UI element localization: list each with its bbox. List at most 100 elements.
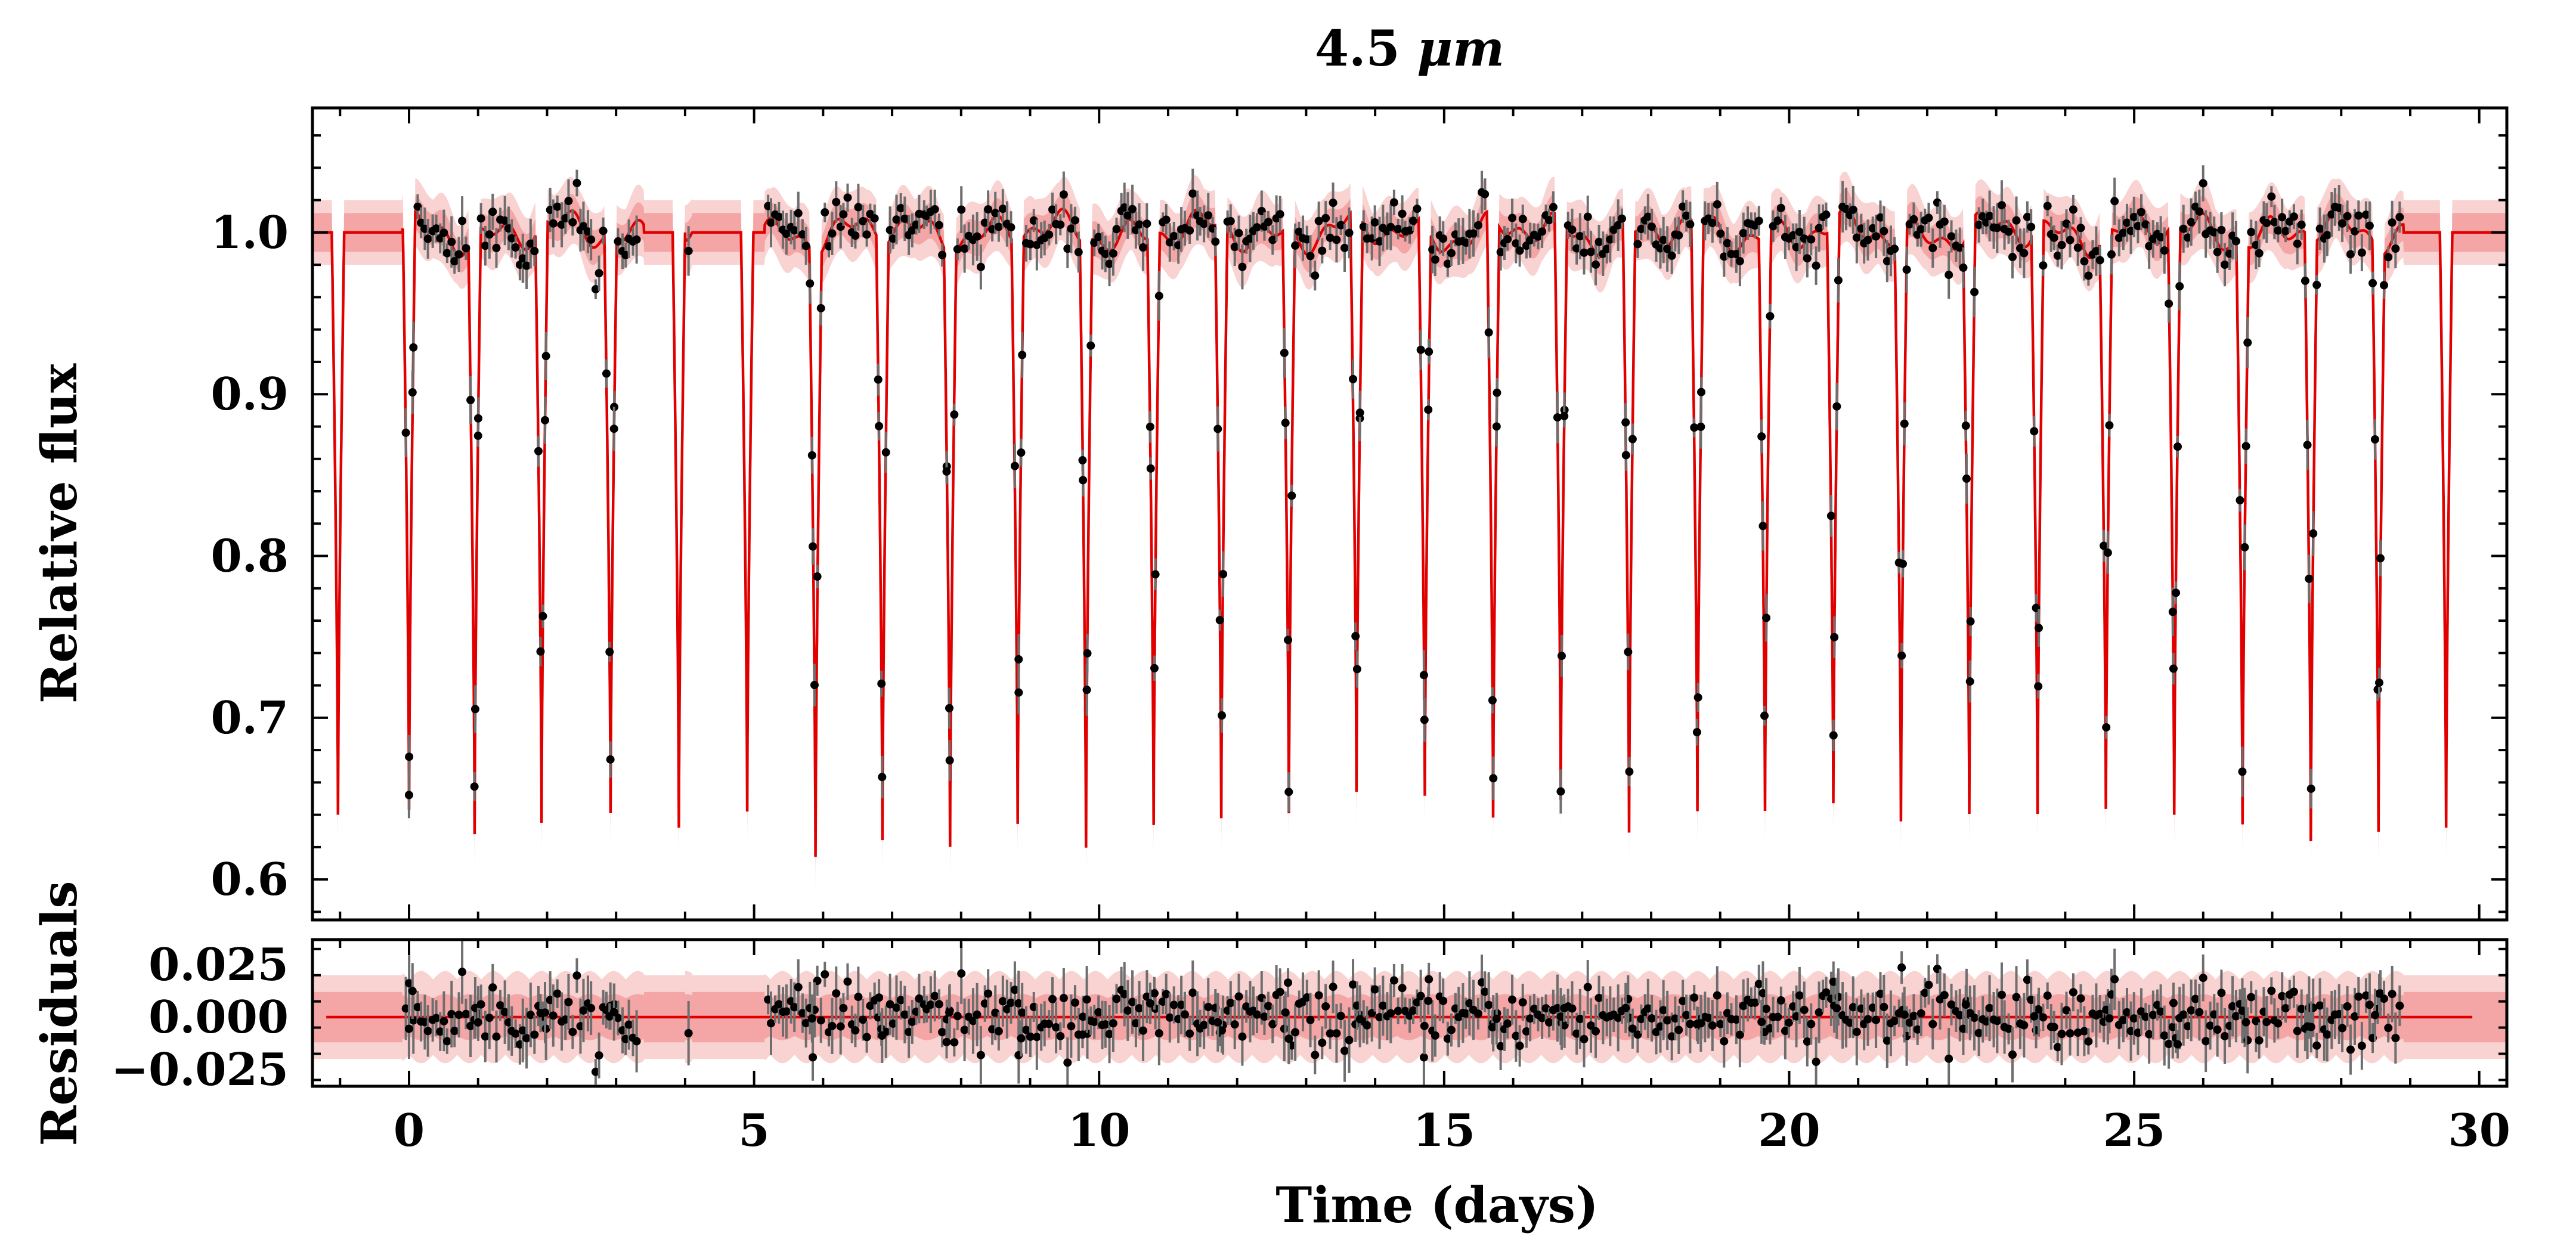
flux-point-marker <box>1822 210 1831 219</box>
residual-data-point <box>1754 964 1763 1003</box>
flux-data-point <box>2343 200 2352 232</box>
flux-point-marker <box>2281 227 2290 235</box>
residual-data-point <box>1002 980 1011 1039</box>
model-68-band <box>312 189 2507 873</box>
flux-data-point <box>2384 246 2393 268</box>
residual-data-point <box>2030 996 2039 1037</box>
residual-data-point <box>2141 1003 2150 1031</box>
flux-point-marker <box>1090 238 1099 247</box>
residual-point-marker <box>1462 1009 1470 1018</box>
flux-data-point <box>1909 202 1918 237</box>
residual-point-marker <box>1284 978 1293 987</box>
flux-point-marker <box>1696 422 1705 431</box>
flux-point-marker <box>1587 247 1596 256</box>
residual-point-marker <box>888 1019 897 1028</box>
residual-point-marker <box>1921 988 1930 997</box>
flux-data-point <box>976 244 985 290</box>
flux-data-point <box>1803 239 1812 278</box>
residual-point-marker <box>488 983 497 992</box>
residual-point-marker <box>1496 1042 1505 1050</box>
flux-point-marker <box>1162 215 1171 224</box>
flux-point-marker <box>1621 418 1630 427</box>
flux-data-point <box>1352 650 1361 688</box>
flux-data-point <box>1993 203 2002 253</box>
flux-point-marker <box>1617 214 1626 223</box>
residual-data-point <box>1188 960 1197 1025</box>
residual-point-marker <box>2039 1013 2048 1022</box>
flux-point-marker <box>1880 227 1888 235</box>
residual-data-point <box>2274 1008 2283 1039</box>
residual-data-point <box>794 959 803 1015</box>
residual-point-marker <box>609 1008 618 1017</box>
residual-point-marker <box>591 1067 600 1076</box>
flux-point-marker <box>1219 569 1228 578</box>
residual-data-point <box>1177 975 1186 1034</box>
flux-data-point <box>632 215 641 264</box>
flux-data-point <box>1302 225 1311 253</box>
residual-data-point <box>1890 1005 1899 1037</box>
residual-point-marker <box>1530 1005 1538 1014</box>
flux-point-marker <box>1211 237 1220 246</box>
flux-point-marker <box>1340 243 1349 252</box>
flux-point-marker <box>1643 212 1652 221</box>
residual-data-point <box>595 1032 603 1079</box>
flux-point-marker <box>1014 655 1023 664</box>
residual-point-marker <box>1947 1000 1956 1009</box>
residual-data-point <box>1852 998 1861 1065</box>
flux-data-point <box>2255 239 2264 268</box>
flux-data-point <box>1643 194 1652 240</box>
flux-data-point <box>1902 246 1911 293</box>
flux-point-marker <box>2141 220 2150 229</box>
flux-point-marker <box>2084 271 2093 280</box>
flux-point-marker <box>828 229 837 238</box>
flux-point-marker <box>2323 231 2332 240</box>
residual-point-marker <box>2323 1030 2332 1039</box>
residual-data-point <box>1526 996 1535 1042</box>
residual-point-marker <box>1409 1006 1418 1015</box>
flux-point-marker <box>2069 205 2077 214</box>
residual-data-point <box>1213 993 1222 1052</box>
flux-data-point <box>1375 216 1384 266</box>
flux-data-point <box>2172 581 2181 605</box>
flux-data-point <box>1826 495 1835 537</box>
residual-data-point <box>1200 1001 1209 1049</box>
flux-data-point <box>2080 242 2089 281</box>
flux-data-point <box>1663 226 1672 272</box>
flux-data-point <box>1281 407 1290 439</box>
residual-data-point <box>1628 1008 1637 1049</box>
residual-point-marker <box>878 1031 887 1040</box>
residual-point-marker <box>500 1008 509 1017</box>
flux-point-marker <box>536 647 545 656</box>
residual-point-marker <box>1048 994 1057 1003</box>
residual-point-marker <box>1708 1021 1717 1030</box>
residual-data-point <box>632 1010 641 1073</box>
x-tick-label: 5 <box>739 1104 770 1157</box>
flux-point-marker <box>1560 411 1569 420</box>
flux-point-marker <box>1959 263 1968 272</box>
flux-point-marker <box>1109 249 1117 258</box>
residual-point-marker <box>614 1014 623 1022</box>
residual-data-point <box>2084 1028 2093 1055</box>
residual-point-marker <box>1974 1028 1983 1037</box>
residual-data-point <box>1921 978 1930 1008</box>
residual-point-marker <box>953 1012 962 1021</box>
residual-data-point <box>994 1012 1003 1051</box>
flux-data-point <box>2012 196 2021 245</box>
flux-point-marker <box>1143 219 1151 228</box>
residual-point-marker <box>1587 1021 1596 1030</box>
residual-point-marker <box>1070 998 1079 1007</box>
flux-data-point <box>481 225 490 266</box>
residual-point-marker <box>1905 1018 1914 1027</box>
residual-data-point <box>1078 1021 1087 1049</box>
flux-point-marker <box>1398 209 1407 218</box>
residual-data-point <box>2034 993 2043 1025</box>
flux-point-marker <box>1572 244 1581 253</box>
flux-data-point <box>1970 266 1979 318</box>
residual-data-point <box>568 1015 577 1049</box>
residual-data-point <box>1314 970 1323 1021</box>
flux-data-point <box>1120 182 1129 233</box>
residual-point-marker <box>1394 1006 1402 1015</box>
flux-data-point <box>1425 339 1433 365</box>
residual-data-point <box>2289 975 2298 1008</box>
flux-data-point <box>2137 194 2145 230</box>
